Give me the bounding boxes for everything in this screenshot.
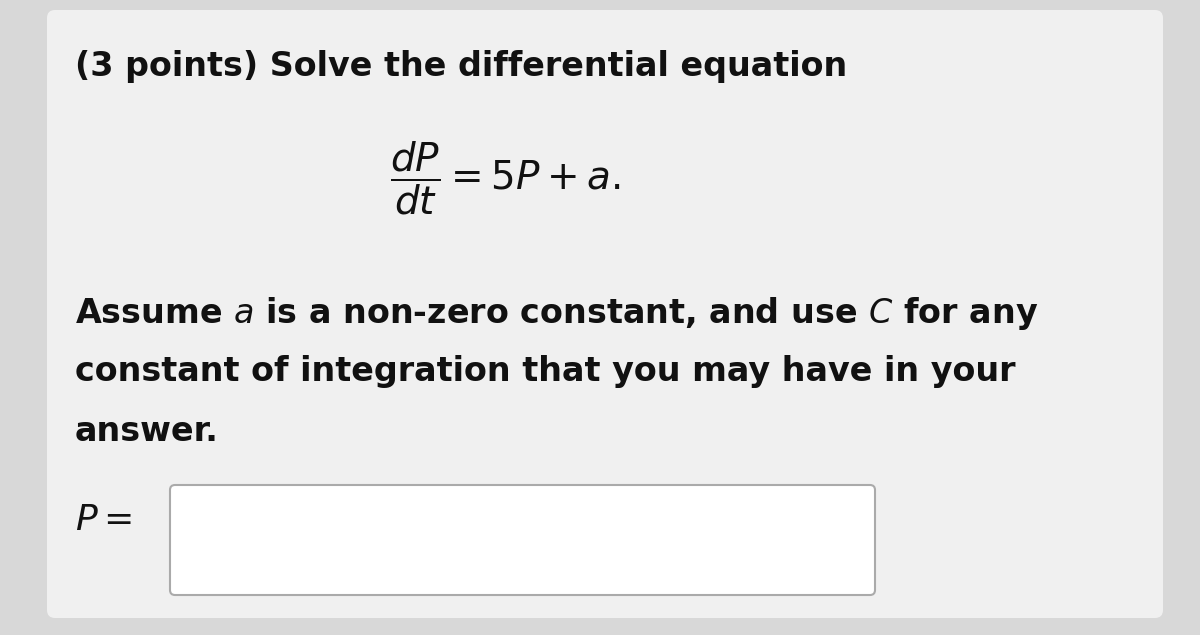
Text: answer.: answer. (74, 415, 218, 448)
Text: (3 points) Solve the differential equation: (3 points) Solve the differential equati… (74, 50, 847, 83)
FancyBboxPatch shape (47, 10, 1163, 618)
FancyBboxPatch shape (170, 485, 875, 595)
Text: $\dfrac{dP}{dt} = 5P + a.$: $\dfrac{dP}{dt} = 5P + a.$ (390, 140, 620, 217)
Text: $P =$: $P =$ (74, 503, 132, 537)
Text: constant of integration that you may have in your: constant of integration that you may hav… (74, 355, 1015, 388)
Text: Assume $a$ is a non-zero constant, and use $C$ for any: Assume $a$ is a non-zero constant, and u… (74, 295, 1038, 332)
